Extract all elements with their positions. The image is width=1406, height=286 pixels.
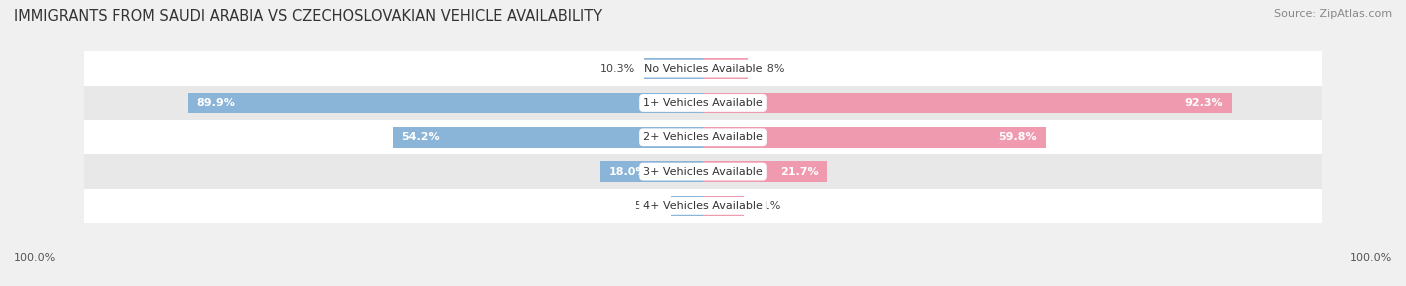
Text: Source: ZipAtlas.com: Source: ZipAtlas.com xyxy=(1274,9,1392,19)
Bar xyxy=(703,127,1046,148)
Bar xyxy=(671,196,703,216)
Bar xyxy=(73,154,1333,189)
Text: No Vehicles Available: No Vehicles Available xyxy=(644,64,762,74)
Bar xyxy=(644,58,703,79)
Bar xyxy=(188,93,703,113)
Text: 4+ Vehicles Available: 4+ Vehicles Available xyxy=(643,201,763,211)
Bar xyxy=(73,189,1333,223)
Text: 18.0%: 18.0% xyxy=(609,167,647,176)
Text: 7.1%: 7.1% xyxy=(752,201,780,211)
Bar xyxy=(703,93,1232,113)
Bar xyxy=(703,58,748,79)
Text: 54.2%: 54.2% xyxy=(401,132,440,142)
Text: 89.9%: 89.9% xyxy=(197,98,236,108)
Text: 7.8%: 7.8% xyxy=(756,64,785,74)
Text: 100.0%: 100.0% xyxy=(14,253,56,263)
Text: 5.6%: 5.6% xyxy=(634,201,662,211)
Bar xyxy=(73,86,1333,120)
Text: 21.7%: 21.7% xyxy=(780,167,818,176)
Text: 3+ Vehicles Available: 3+ Vehicles Available xyxy=(643,167,763,176)
Text: IMMIGRANTS FROM SAUDI ARABIA VS CZECHOSLOVAKIAN VEHICLE AVAILABILITY: IMMIGRANTS FROM SAUDI ARABIA VS CZECHOSL… xyxy=(14,9,602,23)
Text: 100.0%: 100.0% xyxy=(1350,253,1392,263)
Text: 92.3%: 92.3% xyxy=(1184,98,1223,108)
Bar xyxy=(392,127,703,148)
Bar xyxy=(73,51,1333,86)
Bar xyxy=(600,161,703,182)
Text: 2+ Vehicles Available: 2+ Vehicles Available xyxy=(643,132,763,142)
Text: 10.3%: 10.3% xyxy=(600,64,636,74)
Text: 59.8%: 59.8% xyxy=(998,132,1038,142)
Text: 1+ Vehicles Available: 1+ Vehicles Available xyxy=(643,98,763,108)
Bar xyxy=(73,120,1333,154)
Bar xyxy=(703,196,744,216)
Bar xyxy=(703,161,827,182)
